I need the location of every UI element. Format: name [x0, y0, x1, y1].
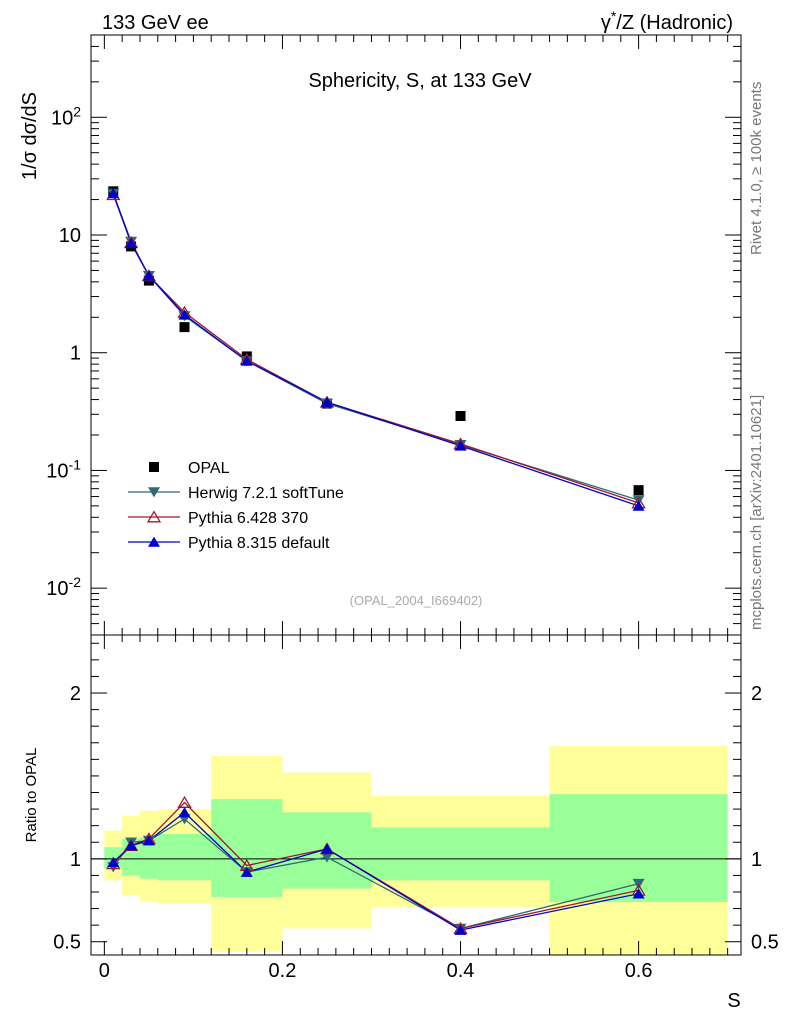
- ratio-point-pythia8: [321, 843, 333, 854]
- legend-marker-opal: [149, 462, 159, 472]
- ratio-point-pythia8: [240, 866, 253, 877]
- y-tick-label: 10-2: [46, 574, 81, 600]
- legend-label-opal: OPAL: [188, 460, 230, 477]
- data-point-pythia8: [632, 500, 645, 511]
- mcplots-label: mcplots.cern.ch [arXiv:2401.10621]: [748, 395, 765, 630]
- ratio-uncertainty-bands: [104, 746, 728, 955]
- ratio-ylabel: Ratio to OPAL: [23, 748, 40, 843]
- data-point-opal: [179, 322, 190, 333]
- x-tick-label: 0.2: [269, 960, 297, 982]
- header-left: 133 GeV ee: [102, 12, 209, 34]
- data-point-pythia8: [142, 270, 155, 281]
- ratio-y-tick-label-left: 2: [70, 683, 81, 705]
- header-right-sup: *: [611, 8, 617, 24]
- ratio-point-pythia8: [142, 835, 155, 846]
- ratio-point-herwig: [321, 852, 333, 863]
- main-panel: Sphericity, S, at 133 GeV 1/σ dσ/dS (OPA…: [19, 34, 742, 636]
- band-inner: [371, 827, 550, 881]
- rivet-label: Rivet 4.1.0, ≥ 100k events: [748, 82, 765, 255]
- ratio-axes: 0.5 0.5 1 1 2 2 0 0.2 0.4 0.6: [53, 635, 779, 982]
- legend-marker-pythia6: [146, 510, 162, 523]
- ratio-point-pythia8: [125, 840, 138, 851]
- data-point-opal: [455, 411, 466, 422]
- data-point-pythia8: [107, 188, 120, 199]
- data-point-pythia8: [454, 440, 467, 451]
- x-tick-label: 0.4: [447, 960, 475, 982]
- header-right-suffix: /Z (Hadronic): [616, 12, 733, 34]
- band-inner: [139, 837, 158, 879]
- main-title: Sphericity, S, at 133 GeV: [308, 70, 532, 92]
- ratio-y-tick-label-right: 1: [751, 849, 762, 871]
- ratio-y-tick-label-right: 2: [751, 683, 762, 705]
- x-tick-label: 0.6: [625, 960, 653, 982]
- data-point-pythia8: [321, 396, 333, 407]
- header-right: γ*/Z (Hadronic): [601, 8, 733, 34]
- data-point-pythia8: [125, 237, 138, 249]
- legend: OPAL Herwig 7.2.1 softTune Pythia 6.428 37…: [128, 460, 344, 552]
- x-axis-label: S: [727, 990, 740, 1012]
- data-point-herwig: [632, 495, 645, 506]
- ratio-y-tick-label-right: 0.5: [751, 932, 779, 954]
- y-tick-label: 10: [59, 225, 81, 247]
- header-right-prefix: γ: [601, 12, 611, 34]
- ratio-y-tick-label-left: 1: [70, 849, 81, 871]
- main-series-markers: [106, 186, 646, 511]
- legend-label-pythia8: Pythia 8.315 default: [188, 535, 330, 552]
- y-tick-label: 10-1: [46, 456, 81, 482]
- main-ylabel: 1/σ dσ/dS: [19, 92, 41, 180]
- y-tick-label: 102: [51, 103, 81, 129]
- legend-label-pythia6: Pythia 6.428 370: [188, 510, 308, 527]
- data-point-pythia8: [240, 355, 253, 366]
- ratio-frame: [90, 634, 742, 956]
- analysis-watermark: (OPAL_2004_I669402): [350, 593, 483, 608]
- band-inner: [157, 833, 212, 881]
- legend-marker-pythia8: [148, 536, 160, 547]
- ratio-panel: 0.5 0.5 1 1 2 2 0 0.2 0.4 0.6 Ratio to OPAL S: [23, 634, 779, 1012]
- y-tick-label: 1: [70, 343, 81, 365]
- ratio-point-pythia8: [107, 856, 120, 867]
- data-point-opal: [633, 485, 644, 496]
- legend-label-herwig: Herwig 7.2.1 softTune: [188, 485, 344, 502]
- data-point-pythia8: [178, 309, 191, 320]
- legend-marker-herwig: [148, 487, 160, 498]
- ratio-point-pythia8: [632, 888, 645, 899]
- main-axes: 10-2 10-1 1 10 102: [46, 34, 741, 636]
- ratio-series-markers: [106, 795, 646, 935]
- x-tick-label: 0: [99, 960, 110, 982]
- ratio-point-pythia8: [178, 807, 191, 818]
- ratio-y-tick-label-left: 0.5: [53, 932, 81, 954]
- band-inner: [211, 799, 283, 897]
- ratio-point-pythia8: [454, 924, 467, 935]
